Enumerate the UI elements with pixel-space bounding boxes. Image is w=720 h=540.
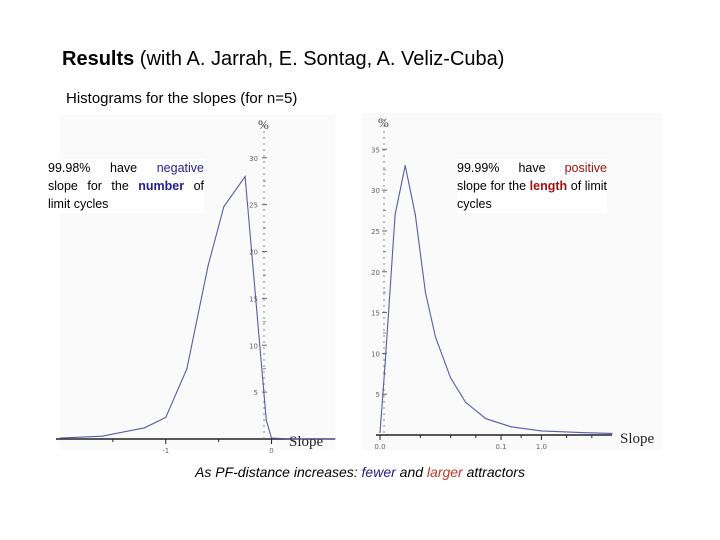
right-data-point: [379, 431, 381, 434]
slide-title-rest: (with A. Jarrah, E. Sontag, A. Veliz-Cub…: [134, 48, 505, 70]
left-x-label: Slope: [289, 434, 324, 450]
caption-mid: and: [395, 464, 427, 480]
right-x-tick-label: 0.0: [374, 443, 385, 451]
right-data-point: [414, 214, 416, 216]
left-note-pre: 99.98% have: [48, 161, 157, 175]
left-y-tick-label: 25: [249, 202, 258, 210]
left-y-tick-label: 5: [254, 389, 258, 397]
right-data-point: [581, 431, 583, 434]
left-data-point: [334, 438, 336, 440]
right-note-post: of limit cycles: [457, 179, 607, 211]
right-note-em2: length: [529, 179, 568, 193]
slide-title-bold: Results: [62, 48, 135, 70]
right-data-point: [404, 165, 406, 167]
right-note: 99.99% have positive slope for the lengt…: [457, 159, 607, 213]
caption-post: attractors: [462, 464, 525, 480]
left-y-unit: %: [258, 117, 269, 132]
right-y-tick-label: 30: [371, 187, 380, 195]
left-data-point: [270, 437, 273, 439]
left-data-point: [101, 435, 103, 437]
right-data-point: [510, 426, 512, 428]
left-data-point: [165, 416, 167, 419]
left-y-tick-label: 20: [249, 249, 258, 257]
left-data-point: [207, 264, 209, 267]
left-x-tick-label: 0: [269, 447, 273, 455]
left-note-em2: number: [138, 179, 185, 193]
left-y-tick-label: 10: [249, 342, 258, 350]
left-data-point: [265, 419, 267, 421]
right-x-tick-label: 1.0: [536, 443, 547, 451]
right-y-tick-label: 25: [371, 228, 380, 236]
right-series-line: [379, 165, 613, 434]
right-note-mid: slope for the: [457, 179, 530, 193]
slide-subtitle: Histograms for the slopes (for n=5): [66, 90, 298, 107]
caption-pre: As PF-distance increases:: [195, 464, 362, 480]
left-note-post: of limit cycles: [48, 179, 205, 211]
right-data-point: [384, 365, 386, 367]
right-y-tick-label: 20: [371, 269, 380, 277]
right-y-tick-label: 35: [371, 146, 380, 154]
left-y-tick-label: 30: [249, 155, 258, 163]
caption-word-fewer: fewer: [361, 464, 396, 480]
right-data-point: [394, 214, 396, 216]
left-note-em1: negative: [156, 161, 204, 175]
right-note-em1: positive: [564, 161, 607, 175]
left-histogram-chart: % Slope 5 10 15 20 25 30 -1 0: [56, 117, 336, 455]
left-data-point: [59, 437, 61, 439]
left-data-point: [292, 438, 294, 440]
right-data-point: [485, 418, 487, 420]
left-data-point: [186, 368, 188, 370]
caption-word-larger: larger: [426, 464, 463, 480]
right-y-unit: %: [378, 115, 389, 130]
right-note-pre: 99.99% have: [457, 161, 565, 175]
right-data-point: [611, 432, 613, 434]
left-x-tick-label: -1: [162, 447, 169, 455]
right-y-tick-label: 10: [371, 350, 380, 358]
right-y-tick-label: 5: [376, 391, 380, 399]
right-data-point: [465, 401, 467, 403]
right-y-tick-label: 15: [371, 310, 380, 318]
right-data-point: [434, 336, 437, 338]
right-data-point: [540, 430, 542, 432]
right-x-label: Slope: [620, 431, 655, 447]
slide-title: Results (with A. Jarrah, E. Sontag, A. V…: [62, 48, 504, 71]
left-note-mid: slope for the: [48, 179, 139, 193]
right-data-point: [450, 377, 452, 379]
left-y-tick-label: 15: [249, 295, 258, 303]
left-series-line: [59, 174, 335, 440]
right-x-tick-label: 0.1: [495, 443, 506, 451]
left-data-point: [244, 175, 246, 178]
slide-caption: As PF-distance increases: fewer and larg…: [0, 464, 720, 480]
right-histogram-chart: % Slope 5 10 15 20 25 30 35 0.0 0.1 1.0: [371, 115, 655, 451]
left-data-point: [223, 205, 225, 208]
right-data-point: [424, 291, 426, 293]
left-note: 99.98% have negative slope for the numbe…: [48, 159, 204, 213]
left-data-point: [144, 427, 146, 429]
